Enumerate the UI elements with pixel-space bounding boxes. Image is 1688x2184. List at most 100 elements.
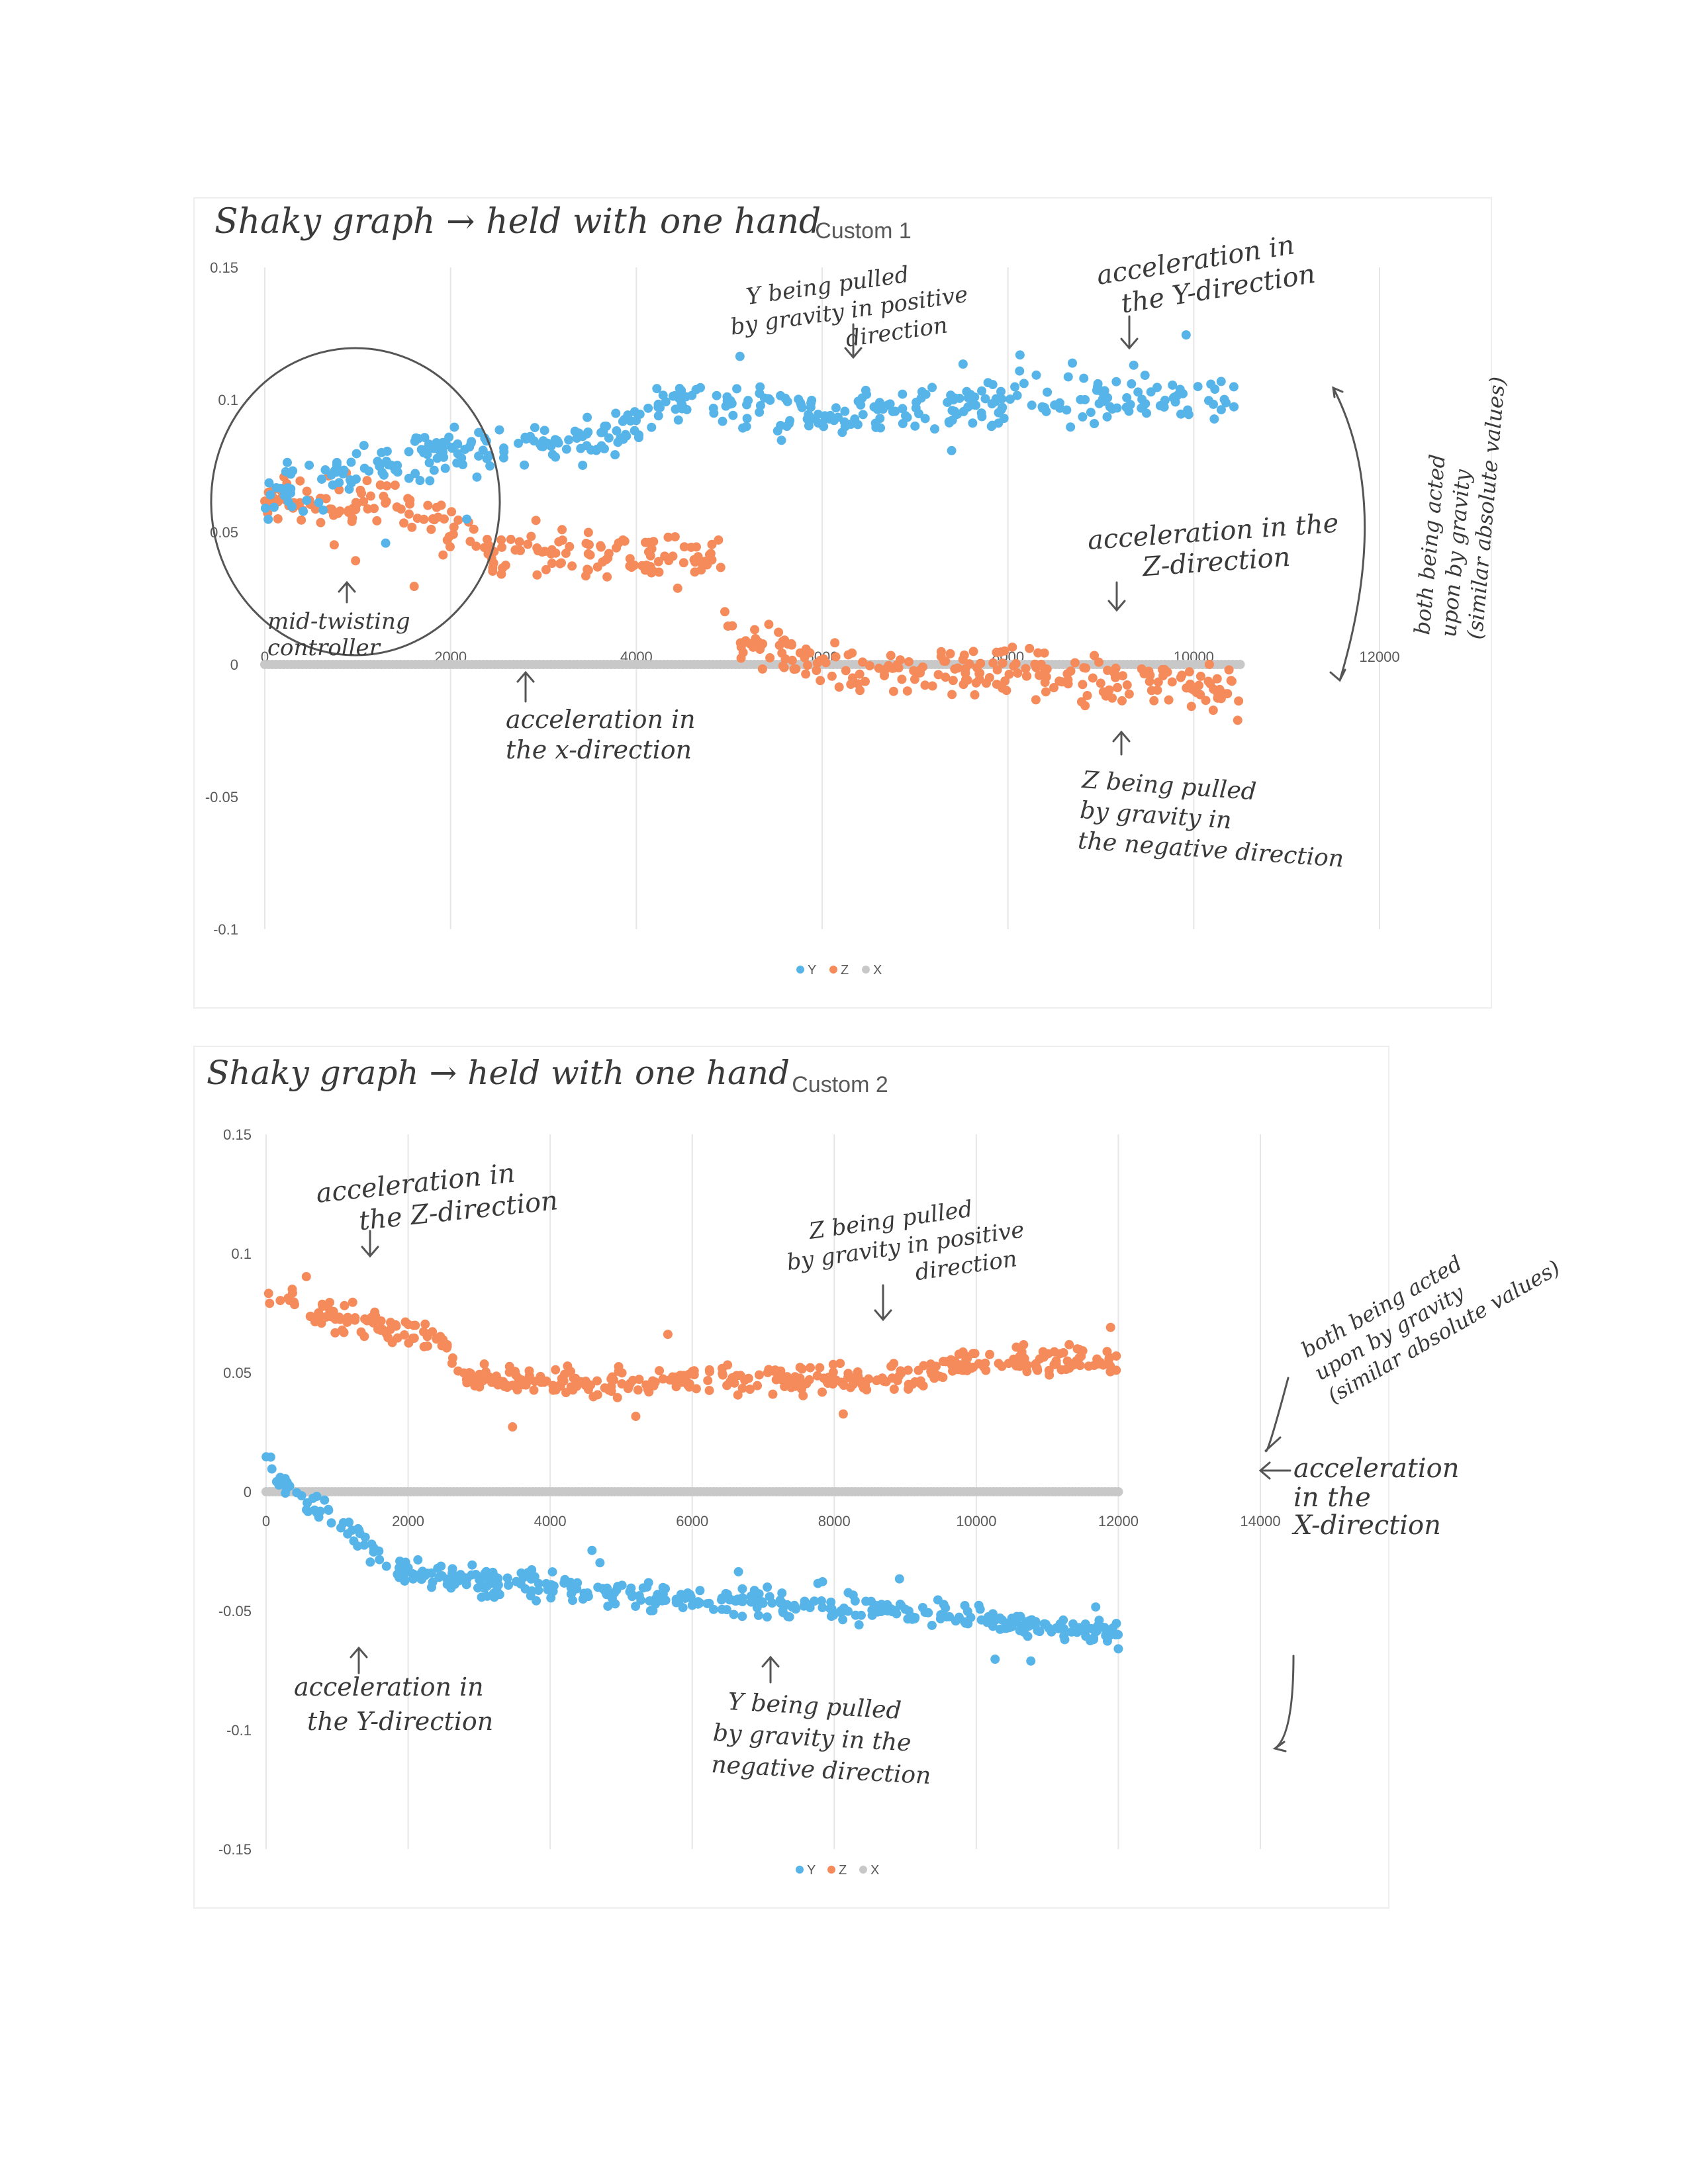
point-y	[534, 1586, 543, 1596]
point-z	[488, 567, 498, 576]
point-y	[782, 1600, 792, 1610]
legend-dot-z	[827, 1866, 835, 1874]
point-y	[763, 394, 773, 404]
chart-2-svg: -0.15 -0.1 -0.05 0 0.05 0.1 0.15 0 2000 4000 6000…	[207, 1054, 1564, 1878]
point-y	[351, 474, 361, 484]
point-y	[269, 502, 279, 512]
point-y	[534, 1578, 543, 1588]
point-z	[330, 1328, 340, 1338]
point-z	[779, 662, 789, 672]
point-z	[707, 539, 717, 549]
point-z	[612, 1392, 622, 1402]
point-y	[712, 390, 722, 400]
point-y	[968, 418, 978, 428]
point-y	[424, 458, 434, 468]
point-y	[1000, 1623, 1010, 1633]
point-y	[418, 1567, 428, 1576]
point-y	[898, 404, 908, 414]
point-y	[1062, 405, 1072, 415]
point-z	[600, 1383, 610, 1393]
point-z	[938, 1373, 948, 1383]
point-z	[691, 1384, 701, 1394]
point-y	[478, 445, 488, 455]
point-y	[352, 449, 361, 459]
point-z	[994, 1359, 1004, 1369]
point-z	[301, 1271, 311, 1281]
point-z	[1196, 671, 1205, 681]
point-z	[561, 549, 571, 559]
point-z	[886, 651, 896, 660]
point-z	[265, 1298, 275, 1308]
legend-label-z: Z	[839, 1863, 847, 1878]
point-z	[933, 670, 943, 680]
point-z	[1184, 667, 1194, 677]
point-y	[929, 424, 939, 434]
point-y	[1168, 380, 1178, 390]
chart-2-annotation-z-dir: acceleration in the Z-direction	[314, 1154, 559, 1240]
point-z	[974, 1359, 984, 1369]
point-z	[392, 502, 402, 512]
point-z	[631, 1412, 641, 1422]
point-y	[695, 1586, 705, 1596]
point-y	[1059, 1623, 1069, 1633]
point-y	[1111, 1630, 1121, 1640]
point-y	[336, 1523, 346, 1533]
point-z	[968, 647, 978, 657]
y-tick-label: -0.1	[226, 1722, 252, 1739]
point-z	[858, 657, 868, 667]
point-y	[435, 446, 445, 456]
point-y	[359, 441, 369, 451]
legend-dot-x	[859, 1866, 867, 1874]
point-y	[400, 1566, 410, 1576]
y-tick-label: 0.05	[223, 1365, 252, 1381]
point-z	[586, 1380, 596, 1390]
point-y	[377, 447, 387, 457]
point-y	[988, 1621, 998, 1631]
point-z	[743, 1373, 753, 1383]
point-y	[314, 498, 324, 508]
point-y	[408, 1574, 418, 1584]
point-z	[927, 681, 937, 691]
point-y	[998, 1615, 1008, 1625]
point-z	[703, 1375, 713, 1385]
point-z	[1111, 1365, 1121, 1375]
point-y	[1113, 1644, 1123, 1654]
point-y	[1216, 405, 1226, 415]
point-z	[408, 1334, 418, 1343]
point-z	[548, 1381, 558, 1390]
point-y	[903, 1614, 913, 1624]
point-y	[1006, 394, 1015, 404]
point-y	[753, 1610, 763, 1620]
point-y	[717, 1593, 727, 1603]
point-y	[539, 426, 549, 435]
point-y	[1121, 402, 1131, 412]
chart-1-arrow-z-gravity	[1112, 730, 1131, 756]
point-z	[547, 559, 557, 569]
chart-1-annotation-z-dir: acceleration in the Z-direction	[1086, 508, 1350, 586]
point-y	[344, 484, 354, 494]
point-z	[371, 1311, 381, 1321]
point-z	[481, 1367, 491, 1377]
point-y	[1170, 397, 1180, 407]
point-z	[787, 655, 797, 665]
point-y	[927, 383, 937, 392]
point-z	[778, 637, 788, 647]
legend-label-z: Z	[841, 963, 849, 978]
point-z	[679, 542, 689, 552]
point-z	[387, 1338, 397, 1347]
chart-2-annotation-z-gravity: Z being pulled by gravity in positive di…	[781, 1188, 1037, 1304]
point-y	[806, 402, 816, 412]
point-y	[910, 421, 920, 431]
point-z	[1041, 672, 1051, 682]
point-y	[813, 1578, 823, 1588]
point-y	[911, 403, 921, 413]
point-z	[390, 480, 400, 490]
point-y	[763, 1582, 773, 1592]
point-z	[737, 1383, 747, 1393]
point-z	[1149, 696, 1159, 705]
point-y	[902, 412, 912, 422]
legend-dot-z	[829, 966, 837, 974]
point-z	[1049, 1359, 1059, 1369]
point-y	[693, 1599, 703, 1609]
